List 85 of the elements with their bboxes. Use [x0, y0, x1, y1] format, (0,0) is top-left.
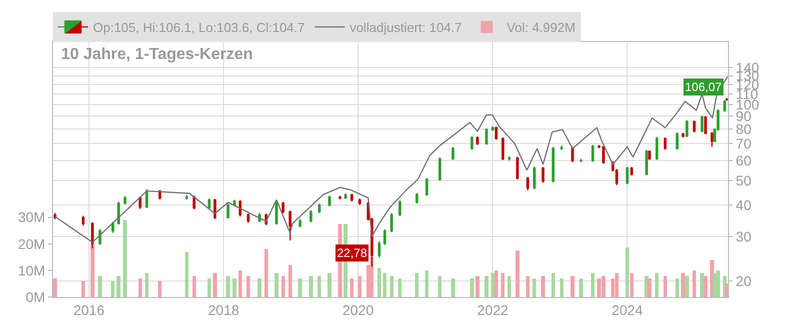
- candlestick: [470, 136, 474, 150]
- candlestick: [686, 120, 688, 138]
- y2-tick-label: 10M: [18, 262, 46, 278]
- candlestick: [328, 195, 331, 207]
- candlestick: [491, 126, 494, 132]
- y-tick-label: 60: [736, 152, 752, 169]
- candlestick: [310, 210, 312, 223]
- candlestick: [452, 146, 454, 160]
- candlestick: [82, 215, 85, 226]
- y2-tick-label: 30M: [18, 209, 46, 226]
- x-tick-label: 2022: [477, 302, 509, 318]
- candlestick: [710, 132, 714, 148]
- candlestick: [275, 200, 278, 226]
- x-tick-label: 2016: [73, 302, 105, 318]
- candlestick: [630, 166, 634, 176]
- candlestick: [656, 136, 658, 160]
- candlestick: [338, 195, 342, 200]
- candlestick: [192, 195, 196, 210]
- candlestick: [214, 198, 216, 220]
- candlestick: [502, 136, 504, 161]
- candlestick: [552, 146, 555, 183]
- candlestick: [350, 193, 354, 202]
- annotation: 106,07: [685, 80, 722, 94]
- candlestick: [485, 128, 488, 146]
- y-tick-label: 40: [736, 196, 752, 213]
- candlestick: [682, 132, 684, 138]
- y-tick-label: 50: [736, 172, 752, 189]
- candlestick: [117, 200, 120, 226]
- candlestick: [648, 150, 651, 160]
- candlestick: [692, 120, 696, 133]
- candlestick: [704, 116, 707, 136]
- candlestick: [526, 176, 530, 191]
- candlestick: [415, 192, 418, 204]
- line-series: [54, 76, 728, 243]
- candlestick: [425, 177, 428, 196]
- candlestick: [700, 115, 704, 133]
- candlestick: [383, 228, 386, 246]
- candlestick: [112, 221, 114, 234]
- candlestick: [438, 156, 442, 182]
- x-tick-label: 2024: [612, 302, 644, 318]
- candlestick: [288, 210, 292, 241]
- candlestick: [591, 144, 594, 162]
- candlestick: [571, 146, 574, 163]
- candlestick: [726, 98, 728, 102]
- candlestick: [282, 201, 284, 214]
- candlestick: [233, 199, 236, 207]
- candlestick: [645, 149, 648, 176]
- candlestick: [246, 212, 250, 224]
- candlestick: [664, 137, 667, 150]
- annotation: 22,78: [337, 246, 368, 260]
- candlestick: [390, 212, 393, 233]
- y-tick-label: 70: [736, 136, 752, 152]
- candlestick: [124, 195, 126, 206]
- candlestick: [580, 158, 582, 163]
- candlestick: [542, 166, 544, 184]
- candlestick: [508, 156, 511, 162]
- candlestick: [723, 99, 726, 112]
- candlestick: [560, 144, 564, 150]
- y-tick-label: 30: [736, 228, 752, 245]
- candlestick: [208, 198, 211, 210]
- candlestick: [533, 166, 536, 190]
- candlestick: [626, 166, 629, 185]
- candlestick: [378, 240, 381, 258]
- candlestick: [226, 202, 230, 220]
- y2-tick-label: 20M: [18, 236, 46, 252]
- candlestick: [516, 156, 519, 180]
- candlestick: [318, 202, 321, 214]
- candlestick: [676, 132, 679, 150]
- candlestick: [98, 228, 102, 246]
- x-tick-label: 2018: [208, 302, 240, 318]
- legend-label: volladjustiert: 104.7: [350, 20, 462, 36]
- y-tick-label: 20: [736, 273, 752, 289]
- candlestick: [54, 212, 56, 220]
- candlestick: [298, 218, 302, 228]
- candlestick: [476, 136, 479, 146]
- candlestick: [398, 200, 402, 217]
- x-tick-label: 2020: [342, 302, 374, 318]
- candlestick: [358, 198, 362, 206]
- legend-label: Vol: 4.992M: [506, 20, 576, 36]
- y2-tick-label: 0M: [26, 288, 46, 305]
- candlestick: [494, 126, 498, 140]
- legend-label: Op:105, Hi:106.1, Lo:103.6, Cl:104.7: [93, 20, 305, 36]
- chart-title: 10 Jahre, 1-Tages-Kerzen: [61, 46, 253, 63]
- candlestick: [344, 192, 347, 200]
- candlestick: [185, 194, 188, 200]
